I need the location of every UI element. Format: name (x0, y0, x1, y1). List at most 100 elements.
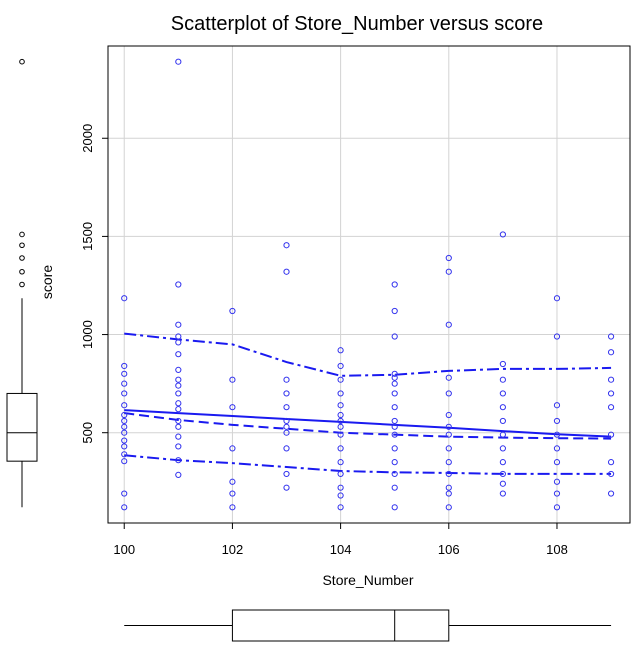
data-point (445, 268, 452, 275)
y-box-outlier (19, 255, 25, 261)
data-point (337, 423, 344, 430)
data-point (121, 295, 128, 302)
data-point (445, 254, 452, 262)
data-point (121, 390, 128, 397)
data-point (175, 366, 182, 373)
chart-title: Scatterplot of Store_Number versus score (171, 13, 543, 35)
data-point (337, 362, 344, 370)
smooth-line-dashdot (124, 332, 612, 377)
data-point (391, 281, 398, 288)
data-point (445, 459, 452, 466)
data-point (445, 390, 452, 397)
data-point (175, 390, 182, 397)
data-point (121, 451, 128, 458)
data-point (121, 362, 128, 370)
data-point (337, 492, 344, 499)
data-point (283, 484, 290, 491)
data-point (499, 459, 506, 466)
data-point (337, 484, 344, 491)
data-point (391, 445, 398, 452)
data-point (175, 423, 182, 430)
data-point (391, 423, 398, 430)
data-point (391, 380, 398, 387)
data-point (337, 402, 344, 409)
data-point (391, 374, 398, 381)
data-point (283, 429, 290, 436)
data-point (499, 431, 506, 438)
data-point (121, 417, 128, 425)
data-point (121, 437, 128, 444)
y-box-outlier (19, 242, 25, 249)
x-tick-label: 100 (113, 542, 135, 557)
data-point (391, 431, 398, 438)
data-point (391, 333, 398, 340)
y-box-outlier (19, 268, 25, 275)
data-point (445, 445, 452, 452)
data-point (175, 433, 182, 440)
y-box-outlier (19, 281, 25, 288)
data-point (337, 376, 344, 383)
y-box-outlier (19, 231, 25, 238)
data-point (499, 390, 506, 397)
smooth-lines (124, 332, 612, 475)
y-tick-label: 2000 (80, 124, 95, 153)
data-point (283, 390, 290, 397)
data-point (283, 404, 290, 411)
data-points (121, 58, 615, 511)
data-point (391, 484, 398, 491)
data-point (175, 58, 182, 65)
grid-lines (108, 46, 630, 523)
data-point (607, 431, 615, 438)
data-point (607, 376, 615, 383)
y-axis-ticks: 500 1000 1500 2000 (80, 124, 108, 444)
data-point (337, 459, 344, 466)
data-point (499, 417, 506, 425)
data-point (445, 484, 452, 491)
data-point (553, 504, 561, 511)
data-point (121, 443, 128, 450)
data-point (175, 471, 182, 479)
x-tick-label: 104 (330, 542, 352, 557)
data-point (499, 490, 506, 497)
y-tick-label: 500 (80, 422, 95, 444)
x-axis-label: Store_Number (322, 572, 413, 588)
data-point (553, 431, 561, 438)
data-point (229, 376, 236, 383)
data-point (607, 333, 615, 340)
data-point (391, 307, 398, 315)
data-point (391, 390, 398, 397)
data-point (175, 351, 182, 358)
data-point (121, 429, 128, 436)
data-point (337, 347, 344, 354)
data-point (337, 470, 344, 478)
data-point (337, 417, 344, 425)
data-point (175, 333, 182, 340)
data-point (121, 490, 128, 497)
data-point (337, 431, 344, 438)
smooth-line-dashed (124, 412, 612, 440)
data-point (607, 490, 615, 497)
data-point (499, 376, 506, 383)
smooth-line-solid (124, 409, 612, 438)
data-point (607, 349, 615, 356)
y-box (6, 392, 38, 462)
data-point (499, 404, 506, 411)
data-point (391, 417, 398, 425)
data-point (229, 445, 236, 452)
data-point (607, 470, 615, 478)
smooth-line-dashdot (124, 454, 612, 475)
data-point (607, 390, 615, 397)
data-point (553, 295, 561, 302)
plot-frame (107, 45, 631, 524)
data-point (121, 402, 128, 409)
y-tick-label: 1000 (80, 320, 95, 349)
data-point (229, 504, 236, 511)
data-point (391, 470, 398, 478)
data-point (499, 480, 506, 487)
data-point (607, 404, 615, 411)
data-point (121, 458, 128, 465)
data-point (175, 406, 182, 413)
data-point (553, 417, 561, 425)
data-point (175, 457, 182, 464)
